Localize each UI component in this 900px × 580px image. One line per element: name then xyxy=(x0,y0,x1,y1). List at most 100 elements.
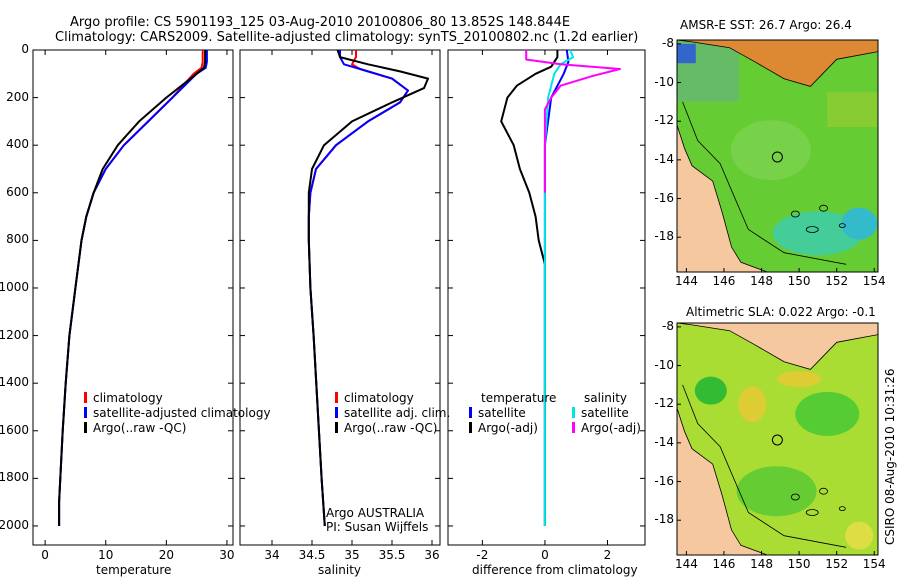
argo-float-marker-1 xyxy=(771,434,783,446)
map-lat-label-1-2: -12 xyxy=(654,396,674,411)
y-tick-label-2: 400 xyxy=(6,137,29,152)
land-australia-1 xyxy=(677,407,768,555)
x-tick-label-1-2: 35 xyxy=(344,548,360,562)
x-label-salinity: salinity xyxy=(318,563,362,577)
plot-frame-1 xyxy=(239,49,441,546)
sla-map-title: Altimetric SLA: 0.022 Argo: -0.1 xyxy=(686,305,876,319)
map-lat-label-1-3: -14 xyxy=(654,434,674,449)
shelf-contour-1 xyxy=(682,384,847,548)
legend-diff-sal-satellite: satellite xyxy=(581,406,629,420)
reef-0-2 xyxy=(819,204,828,212)
credit-line-2: PI: Susan Wijffels xyxy=(326,520,429,534)
legend-diff-temp-satellite: satellite xyxy=(478,406,526,420)
map-lon-label-1-0: 144 xyxy=(674,557,698,571)
x-tick-label-0-0: 0 xyxy=(41,548,49,562)
reef-0-3 xyxy=(838,223,846,229)
legend-temperature: climatology satellite-adjusted climatolo… xyxy=(84,391,271,436)
sst-patch-cyan xyxy=(841,207,878,240)
map-lat-label-0-3: -14 xyxy=(654,151,674,166)
legend-temp-argo: Argo(..raw -QC) xyxy=(93,421,187,435)
x-tick-label-0-3: 30 xyxy=(219,548,235,562)
map-layer-1 xyxy=(677,323,878,555)
reef-1-3 xyxy=(838,506,846,512)
x-tick-label-1-4: 36 xyxy=(424,548,440,562)
legend-diff-temp-argo: Argo(-adj) xyxy=(478,421,538,435)
map-lat-label-0-4: -16 xyxy=(654,190,674,205)
map-lon-label-0-4: 152 xyxy=(825,274,849,288)
legend-diff-temperature: temperature satellite Argo(-adj) xyxy=(469,391,556,436)
legend-sal-satellite: satellite adj. clim. xyxy=(344,406,451,420)
y-tick-label-8: 1600 xyxy=(0,422,29,437)
sst-map-title: AMSR-E SST: 26.7 Argo: 26.4 xyxy=(680,18,852,32)
map-frame-1 xyxy=(676,322,879,556)
legend-sal-argo: Argo(..raw -QC) xyxy=(344,421,438,435)
reef-0-0 xyxy=(790,210,800,218)
sla-patch-high xyxy=(738,386,767,423)
map-lon-label-0-5: 154 xyxy=(862,274,886,288)
map-lon-label-1-3: 150 xyxy=(787,557,811,571)
reef-1-0 xyxy=(790,493,800,501)
title-line-2: Climatology: CARS2009. Satellite-adjuste… xyxy=(55,30,639,45)
plot-frame-0 xyxy=(32,49,234,546)
title-line-1: Argo profile: CS 5901193_125 03-Aug-2010… xyxy=(70,15,571,30)
legend-sal-climatology: climatology xyxy=(344,391,414,405)
map-lat-label-0-0: -8 xyxy=(662,35,674,50)
land-png-0 xyxy=(677,40,878,87)
map-lon-label-0-0: 144 xyxy=(674,274,698,288)
x-label-difference: difference from climatology xyxy=(472,563,638,577)
map-lat-label-1-0: -8 xyxy=(662,318,674,333)
map-lon-label-0-1: 146 xyxy=(712,274,736,288)
y-tick-label-3: 600 xyxy=(6,184,29,199)
sst-patch-blue xyxy=(677,43,696,64)
y-tick-label-5: 1000 xyxy=(0,279,29,294)
sla-patch-green xyxy=(795,391,860,436)
map-lon-label-1-4: 152 xyxy=(825,557,849,571)
legend-temp-climatology: climatology xyxy=(93,391,163,405)
series-line-1-2 xyxy=(307,49,429,527)
y-tick-label-0: 0 xyxy=(21,42,29,56)
x-tick-label-2-2: 2 xyxy=(603,548,612,562)
shelf-contour-0 xyxy=(682,101,847,265)
legend-diff-sal-argo: Argo(-adj) xyxy=(581,421,641,435)
sla-patch-low xyxy=(694,376,727,405)
map-lon-label-0-2: 148 xyxy=(750,274,773,288)
series-line-2-2 xyxy=(543,49,575,526)
x-tick-label-0-1: 10 xyxy=(98,548,114,562)
y-tick-label-1: 200 xyxy=(6,89,29,104)
x-tick-label-1-0: 34 xyxy=(264,548,280,562)
legend-diff-salinity: salinity satellite Argo(-adj) xyxy=(572,391,641,436)
legend-salinity: climatology satellite adj. clim. Argo(..… xyxy=(335,391,450,436)
map-lon-label-0-3: 150 xyxy=(787,274,811,288)
map-lat-label-1-4: -16 xyxy=(654,473,674,488)
sla-patch-high-n xyxy=(777,371,822,388)
map-lon-label-1-2: 148 xyxy=(750,557,773,571)
x-tick-label-2-1: 0 xyxy=(541,548,549,562)
map-lat-label-0-1: -10 xyxy=(654,74,674,89)
sla-patch-green-s xyxy=(736,466,817,517)
reef-1-1 xyxy=(805,509,819,516)
sst-patch-ne xyxy=(827,92,878,127)
credit-line-1: Argo AUSTRALIA xyxy=(326,506,425,520)
series-line-2-3 xyxy=(525,50,621,193)
legend-diff-temp-header: temperature xyxy=(481,391,557,405)
land-png-1 xyxy=(677,323,878,370)
argo-float-marker-0 xyxy=(771,151,783,163)
map-lat-label-1-1: -10 xyxy=(654,357,674,372)
x-tick-label-2-0: -2 xyxy=(476,548,489,562)
map-lat-label-1-5: -18 xyxy=(654,512,674,527)
y-tick-label-4: 800 xyxy=(6,232,29,247)
map-lon-label-1-5: 154 xyxy=(862,557,886,571)
legend-diff-sal-header: salinity xyxy=(584,391,628,405)
x-tick-label-1-1: 34.5 xyxy=(298,548,326,562)
map-lon-label-1-1: 146 xyxy=(712,557,736,571)
map-lat-label-0-5: -18 xyxy=(654,229,674,244)
reef-0-1 xyxy=(805,226,819,233)
reef-1-2 xyxy=(819,487,828,495)
y-tick-label-9: 1800 xyxy=(0,470,29,485)
series-line-0-2 xyxy=(58,50,207,526)
sst-patch-cool xyxy=(772,211,863,256)
sla-patch-high-se xyxy=(845,521,874,550)
csiro-timestamp: CSIRO 08-Aug-2010 10:31:26 xyxy=(883,368,897,545)
map-frame-0 xyxy=(676,39,879,273)
